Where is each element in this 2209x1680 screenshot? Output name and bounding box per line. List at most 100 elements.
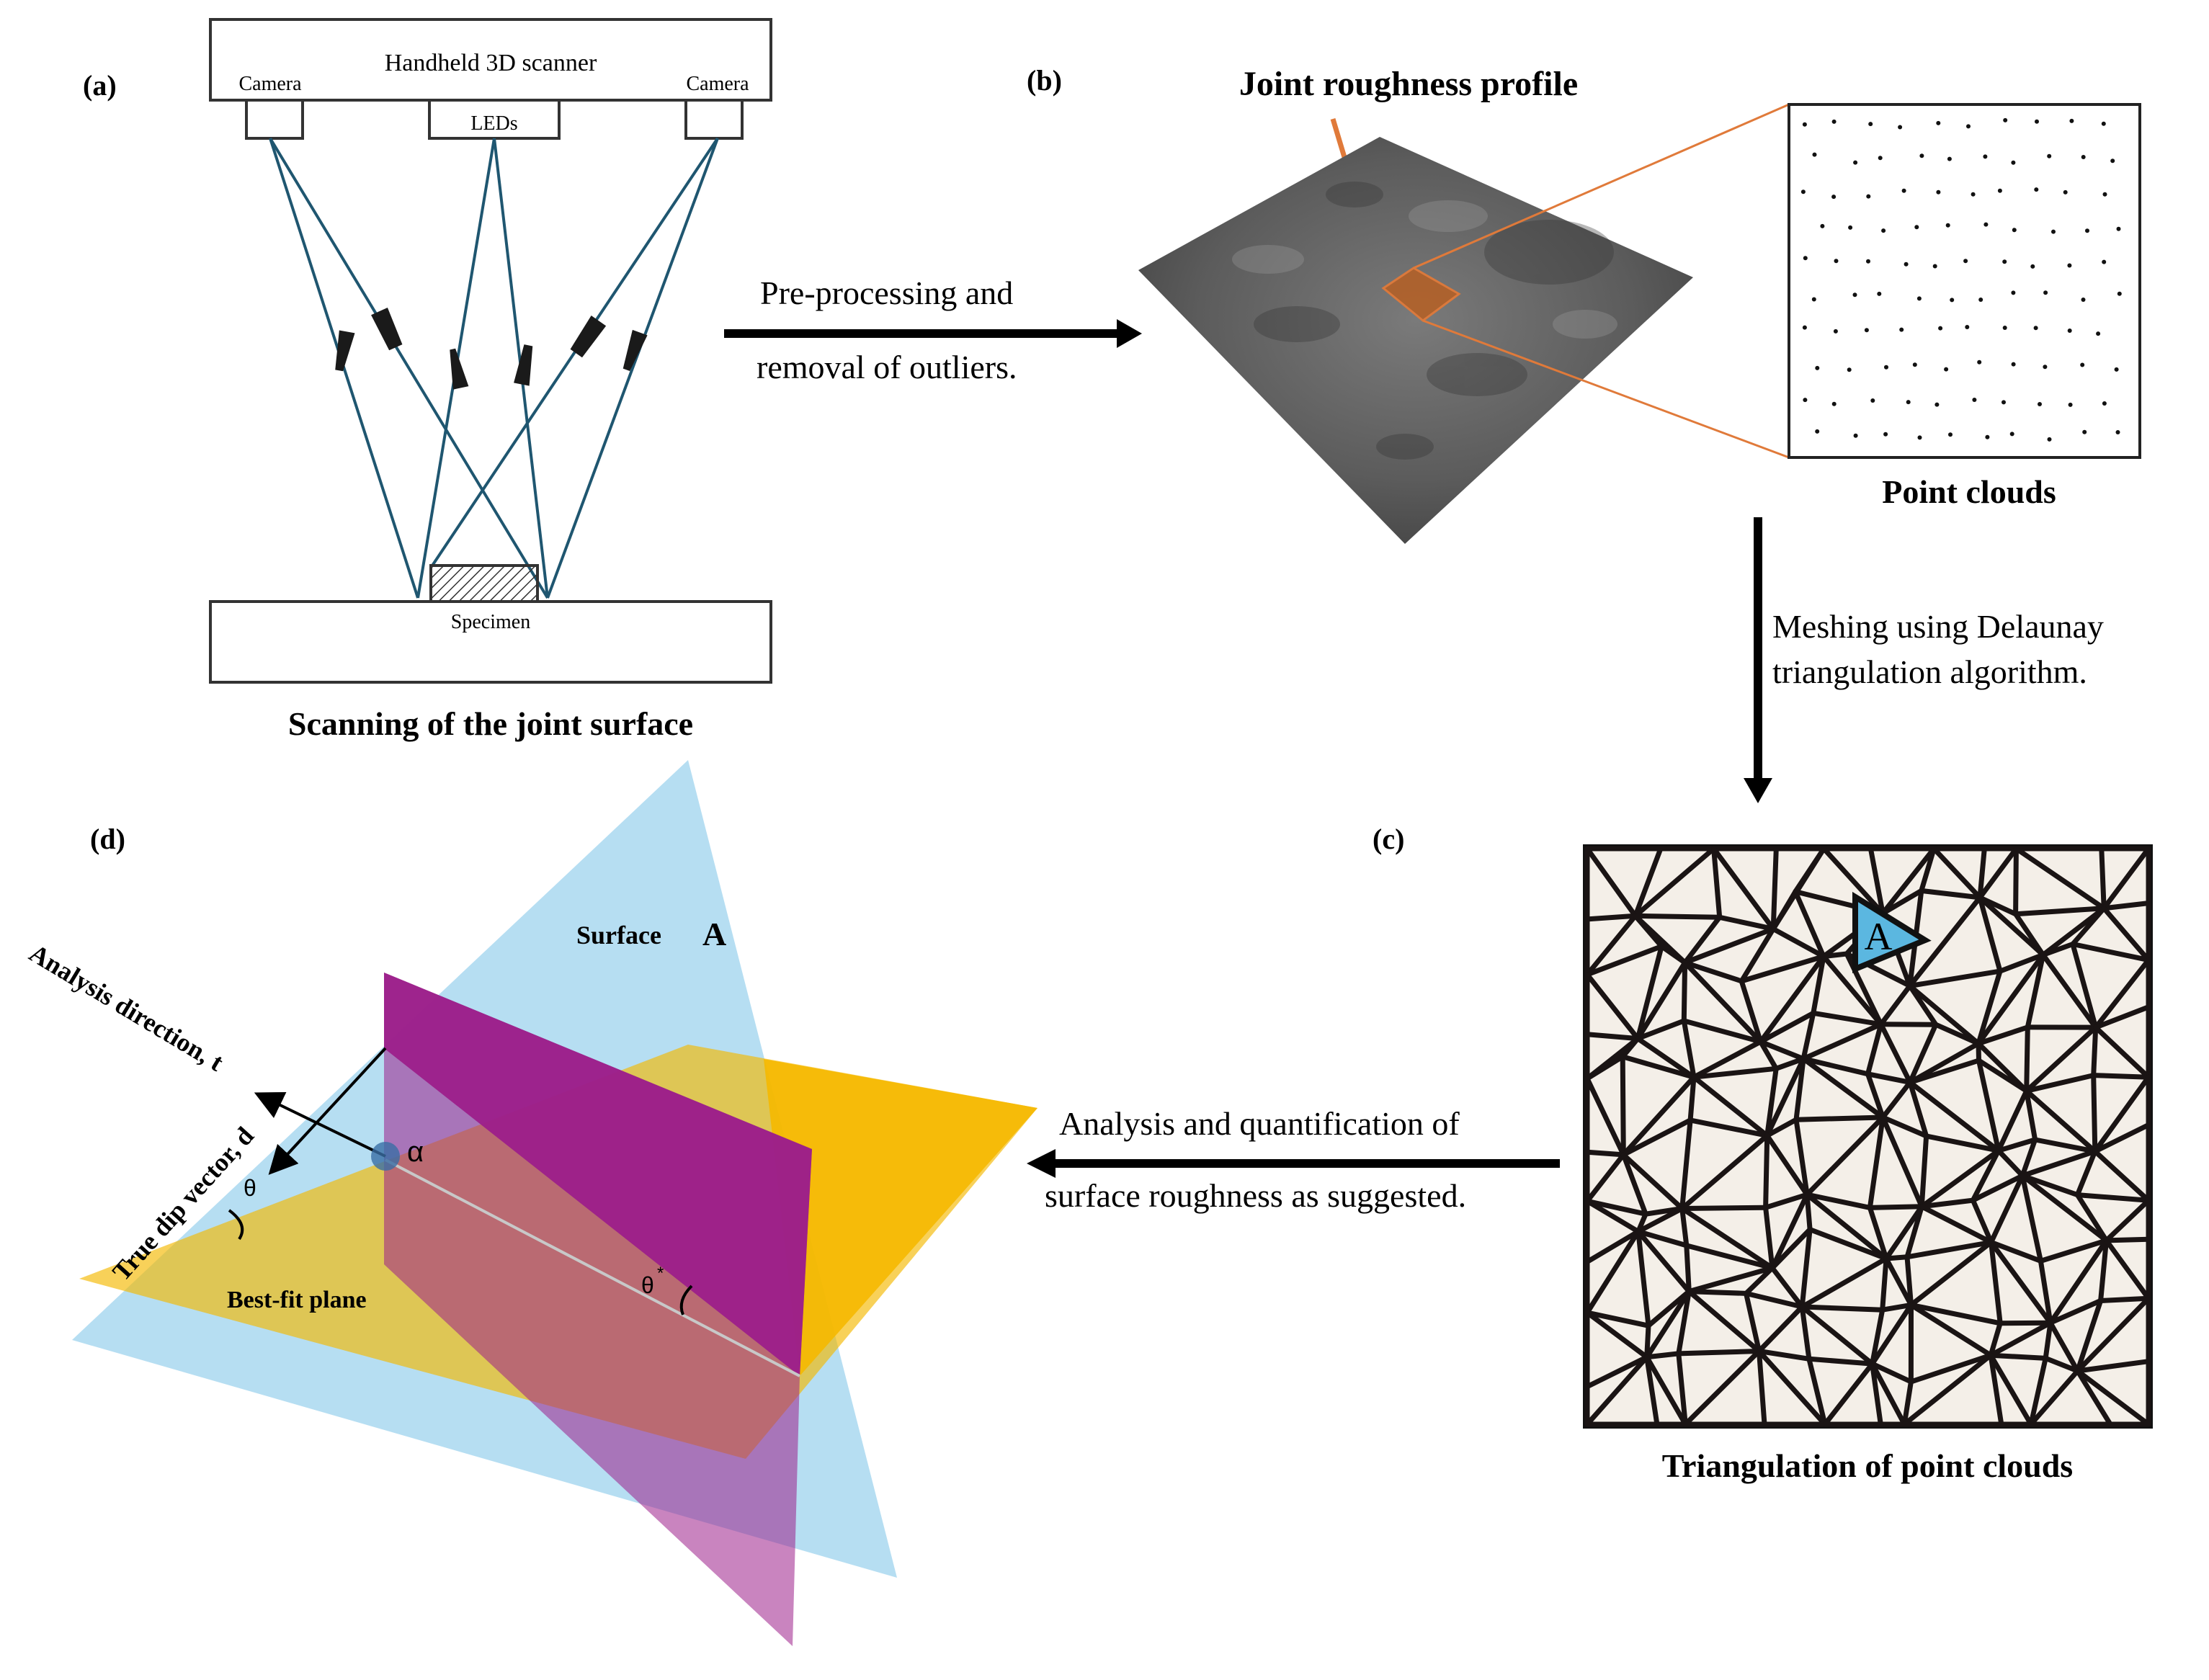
mesh-edge (1584, 972, 1641, 1042)
mesh-edge (1880, 888, 1924, 916)
cloud-point (1985, 434, 1990, 439)
cloud-point (2033, 326, 2038, 331)
cloud-point (1864, 328, 1869, 333)
cloud-point (1916, 296, 1922, 301)
cloud-point (1811, 297, 1816, 302)
mesh-edge (1584, 1354, 1650, 1427)
mesh-edge (1770, 1192, 1810, 1271)
mesh-edge (1691, 1039, 1764, 1080)
mesh-edge (2070, 906, 2107, 947)
mesh-edge (1800, 1056, 1870, 1077)
mesh-edge (1880, 1114, 1924, 1210)
panel-a: (a) Handheld 3D scanner Camera Camera LE… (83, 18, 772, 742)
mesh-edge (1770, 1227, 1813, 1271)
cloud-point (2101, 121, 2106, 126)
mesh-edge (1977, 846, 2019, 901)
cloud-point (1899, 327, 1904, 332)
cloud-point (2011, 362, 2016, 367)
mesh-edge (2075, 1359, 2151, 1374)
mesh-edge (1764, 1132, 1810, 1197)
cloud-point (1884, 365, 1888, 370)
cloud-point (1947, 156, 1952, 161)
cloud-point (1881, 228, 1886, 233)
mesh-edge (1682, 1349, 1762, 1427)
mesh-edge (1635, 1206, 1685, 1234)
mesh-edge (2025, 952, 2046, 1030)
mesh-edge (1682, 960, 1744, 984)
mesh-edge (1880, 846, 1937, 916)
mesh-edge (2091, 1073, 2151, 1080)
cloud-point (1950, 298, 1955, 303)
cloud-point (1831, 195, 1837, 200)
cloud-point (2043, 365, 2048, 370)
mesh-edge (2074, 1192, 2151, 1203)
arrow-cd: Analysis and quantification of surface r… (1027, 1105, 1560, 1214)
mesh-edge (1822, 1361, 1875, 1427)
arrow-ab-text-1: Pre-processing and (760, 274, 1013, 311)
mesh-edge (2098, 1295, 2151, 1303)
cloud-point (1983, 222, 1989, 227)
mesh-edge (1806, 1356, 1875, 1367)
mesh-edge (1880, 1256, 1889, 1313)
rock-highlights (1232, 200, 1617, 339)
vertical-plane-top (384, 973, 812, 1376)
mesh-edge (1635, 944, 1664, 1042)
mesh-edge (2093, 1024, 2151, 1080)
mesh-edge (1773, 1056, 1806, 1071)
mesh-edge (1679, 1206, 1775, 1271)
mesh-edge (1988, 1352, 2034, 1427)
mesh-edge (1739, 978, 1764, 1045)
mesh-edge (1988, 1352, 2048, 1361)
mesh-edge (1989, 1173, 2025, 1245)
mesh-edge (1646, 1289, 1692, 1328)
cloud-point (1977, 359, 1982, 365)
mesh-edge (1584, 1229, 1641, 1264)
cloud-point (2009, 432, 2014, 437)
scanner-box (209, 18, 772, 102)
mesh-edge (1901, 1379, 1914, 1427)
mesh-edge (1758, 1039, 1806, 1062)
mesh-edge (2098, 1238, 2109, 1303)
cloud-point (2047, 153, 2052, 158)
mesh-edge (1878, 1022, 1913, 1085)
mesh-edge (1901, 1352, 1994, 1427)
cloud-point (2051, 229, 2056, 234)
cloud-point (1983, 154, 1988, 159)
mesh-edge (1919, 1133, 1929, 1210)
mesh-edge (1996, 1088, 2030, 1153)
mesh-edge (2013, 846, 2019, 917)
mesh-edge (1919, 846, 1937, 893)
point-cloud-box (1788, 103, 2141, 459)
mesh-edge (1635, 1036, 1697, 1080)
cloud-point (1945, 223, 1950, 228)
mesh-edge (2092, 1148, 2151, 1203)
mesh-edge (2040, 942, 2076, 957)
dip-line (385, 1158, 800, 1377)
mesh-edge (1681, 1018, 1697, 1080)
cloud-point (1966, 124, 1971, 129)
arrow-bc-text-2: triangulation algorithm. (1772, 653, 2087, 690)
triangle-a-label: A (1865, 915, 1893, 958)
mesh-edge (1584, 1198, 1641, 1234)
mesh-edge (1799, 1227, 1813, 1310)
cloud-point (2068, 402, 2073, 407)
mesh-edge (1883, 1254, 1910, 1261)
mesh-edge (1977, 846, 1987, 901)
mesh-edge (1764, 1117, 1799, 1138)
cloud-point (2012, 228, 2017, 233)
mesh-edge (1691, 1074, 1770, 1138)
alpha-label: α (407, 1136, 424, 1168)
mesh-edge (1997, 952, 2046, 974)
mesh-edge (1970, 1197, 1994, 1245)
cloud-point (1815, 365, 1820, 370)
mesh-edge (1757, 1349, 1767, 1427)
cloud-point (2011, 290, 2016, 295)
mesh-edge (1758, 1010, 1816, 1045)
mesh-edge (1757, 1349, 1812, 1362)
mesh-edge (2104, 1238, 2151, 1301)
mesh-edge (1867, 1205, 1889, 1261)
cloud-point (2117, 291, 2122, 296)
mesh-edge (1865, 1022, 1884, 1077)
mesh-edge (1635, 1229, 1651, 1328)
mesh-edge (1870, 1361, 1907, 1427)
